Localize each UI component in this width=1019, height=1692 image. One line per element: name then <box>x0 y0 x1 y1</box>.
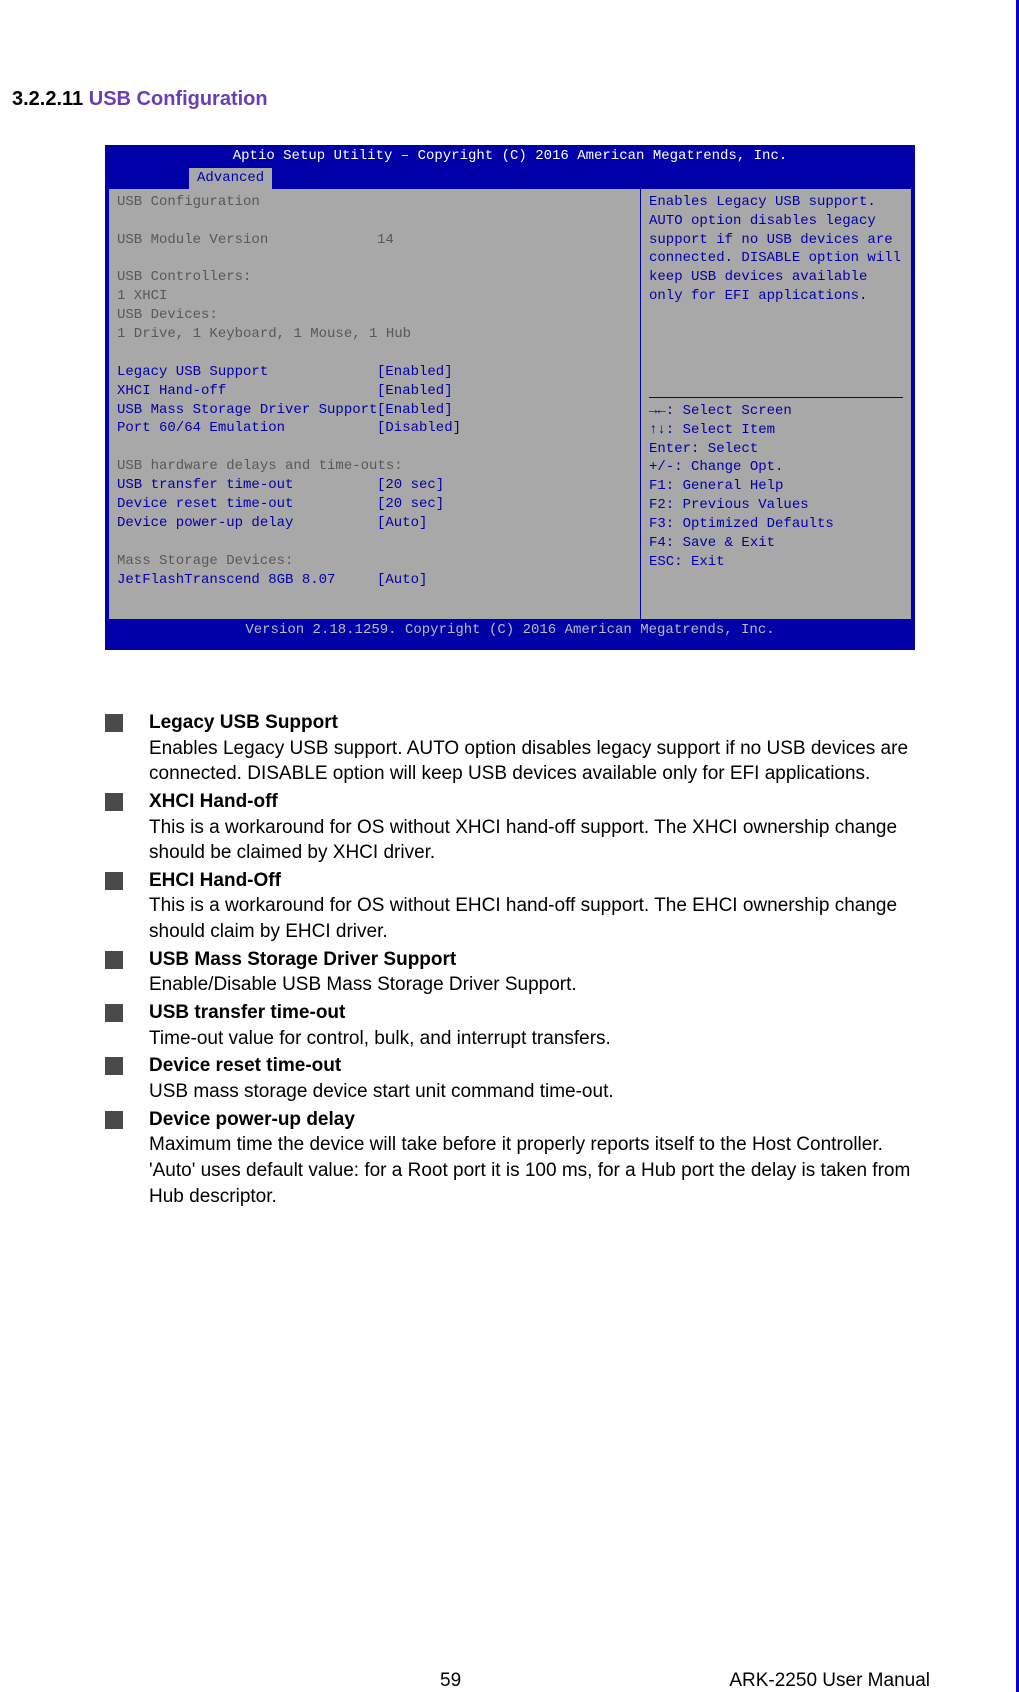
bios-key-hint: Enter: Select <box>649 440 903 459</box>
section-heading: 3.2.2.11 USB Configuration <box>12 88 268 111</box>
bios-label: USB Devices: <box>117 306 632 325</box>
description-text: USB mass storage device start unit comma… <box>149 1079 915 1105</box>
description-text: Enable/Disable USB Mass Storage Driver S… <box>149 972 915 998</box>
description-body: Legacy USB SupportEnables Legacy USB sup… <box>149 710 915 787</box>
bios-key-hint: F3: Optimized Defaults <box>649 515 903 534</box>
bios-value: [Enabled] <box>377 401 453 420</box>
bios-option-row: JetFlashTranscend 8GB 8.07[Auto] <box>117 571 632 590</box>
bios-section-header: USB Configuration <box>117 193 632 212</box>
description-item: XHCI Hand-offThis is a workaround for OS… <box>105 789 915 866</box>
bios-tab-advanced: Advanced <box>189 168 272 189</box>
bios-title-bar: Aptio Setup Utility – Copyright (C) 2016… <box>105 145 915 168</box>
bios-label: XHCI Hand-off <box>117 382 377 401</box>
bios-option-row: Port 60/64 Emulation[Disabled] <box>117 419 632 438</box>
bios-value: [Disabled] <box>377 419 461 438</box>
bios-screenshot: Aptio Setup Utility – Copyright (C) 2016… <box>105 145 915 650</box>
bullet-icon <box>105 793 123 811</box>
description-body: EHCI Hand-OffThis is a workaround for OS… <box>149 868 915 945</box>
bios-label: Mass Storage Devices: <box>117 552 632 571</box>
bios-option-row: USB transfer time-out[20 sec] <box>117 476 632 495</box>
bios-value: 1 XHCI <box>117 287 632 306</box>
bullet-icon <box>105 951 123 969</box>
bios-value: 1 Drive, 1 Keyboard, 1 Mouse, 1 Hub <box>117 325 632 344</box>
bios-tab-row: Advanced <box>105 168 915 189</box>
bios-value: [20 sec] <box>377 476 444 495</box>
description-item: EHCI Hand-OffThis is a workaround for OS… <box>105 868 915 945</box>
bios-option-row: USB Mass Storage Driver Support[Enabled] <box>117 401 632 420</box>
description-text: This is a workaround for OS without XHCI… <box>149 815 915 866</box>
bios-option-row: Device power-up delay[Auto] <box>117 514 632 533</box>
bios-key-hint: →←: Select Screen <box>649 402 903 421</box>
bios-label: Device power-up delay <box>117 514 377 533</box>
bios-module-version-row: USB Module Version 14 <box>117 231 632 250</box>
description-title: USB Mass Storage Driver Support <box>149 947 915 973</box>
bullet-icon <box>105 1057 123 1075</box>
manual-title: ARK-2250 User Manual <box>729 1670 930 1692</box>
bios-key-hint: F4: Save & Exit <box>649 534 903 553</box>
bios-footer-bar: Version 2.18.1259. Copyright (C) 2016 Am… <box>105 619 915 642</box>
bios-label: USB Controllers: <box>117 268 632 287</box>
bios-value: [Auto] <box>377 571 427 590</box>
bios-key-hint: F2: Previous Values <box>649 496 903 515</box>
bios-key-hint: ↑↓: Select Item <box>649 421 903 440</box>
bios-label: USB hardware delays and time-outs: <box>117 457 632 476</box>
bios-body: USB Configuration USB Module Version 14 … <box>109 189 911 619</box>
bios-label: Port 60/64 Emulation <box>117 419 377 438</box>
description-body: USB transfer time-outTime-out value for … <box>149 1000 915 1051</box>
description-title: Device power-up delay <box>149 1107 915 1133</box>
section-number: 3.2.2.11 <box>12 88 83 110</box>
description-title: XHCI Hand-off <box>149 789 915 815</box>
bios-right-pane: Enables Legacy USB support. AUTO option … <box>641 189 911 619</box>
bios-key-hint: ESC: Exit <box>649 553 903 572</box>
bullet-icon <box>105 1111 123 1129</box>
bios-value: 14 <box>377 231 394 250</box>
bios-option-row: Device reset time-out[20 sec] <box>117 495 632 514</box>
bios-help-text: Enables Legacy USB support. AUTO option … <box>649 193 903 393</box>
bios-option-row: XHCI Hand-off[Enabled] <box>117 382 632 401</box>
bullet-icon <box>105 1004 123 1022</box>
bios-value: [Enabled] <box>377 363 453 382</box>
description-body: Device reset time-outUSB mass storage de… <box>149 1053 915 1104</box>
description-item: Device reset time-outUSB mass storage de… <box>105 1053 915 1104</box>
bios-value: [Auto] <box>377 514 427 533</box>
bullet-icon <box>105 714 123 732</box>
bios-label: USB transfer time-out <box>117 476 377 495</box>
bios-left-pane: USB Configuration USB Module Version 14 … <box>109 189 641 619</box>
bullet-icon <box>105 872 123 890</box>
description-text: This is a workaround for OS without EHCI… <box>149 893 915 944</box>
description-title: USB transfer time-out <box>149 1000 915 1026</box>
description-title: EHCI Hand-Off <box>149 868 915 894</box>
description-title: Legacy USB Support <box>149 710 915 736</box>
bios-value: [20 sec] <box>377 495 444 514</box>
bios-label: USB Module Version <box>117 231 377 250</box>
section-title: USB Configuration <box>89 88 268 110</box>
bios-label: USB Mass Storage Driver Support <box>117 401 377 420</box>
description-item: Legacy USB SupportEnables Legacy USB sup… <box>105 710 915 787</box>
description-text: Time-out value for control, bulk, and in… <box>149 1026 915 1052</box>
bios-label: Device reset time-out <box>117 495 377 514</box>
description-title: Device reset time-out <box>149 1053 915 1079</box>
description-item: USB Mass Storage Driver SupportEnable/Di… <box>105 947 915 998</box>
bios-label: Legacy USB Support <box>117 363 377 382</box>
bios-key-hint: +/-: Change Opt. <box>649 458 903 477</box>
description-list: Legacy USB SupportEnables Legacy USB sup… <box>105 710 915 1211</box>
bios-option-row: Legacy USB Support[Enabled] <box>117 363 632 382</box>
bios-value: [Enabled] <box>377 382 453 401</box>
bios-label: JetFlashTranscend 8GB 8.07 <box>117 571 377 590</box>
description-item: Device power-up delayMaximum time the de… <box>105 1107 915 1210</box>
description-body: USB Mass Storage Driver SupportEnable/Di… <box>149 947 915 998</box>
page-number: 59 <box>440 1670 461 1692</box>
description-body: Device power-up delayMaximum time the de… <box>149 1107 915 1210</box>
description-item: USB transfer time-outTime-out value for … <box>105 1000 915 1051</box>
description-text: Enables Legacy USB support. AUTO option … <box>149 736 915 787</box>
description-body: XHCI Hand-offThis is a workaround for OS… <box>149 789 915 866</box>
bios-divider <box>649 397 903 398</box>
description-text: Maximum time the device will take before… <box>149 1132 915 1209</box>
bios-key-hint: F1: General Help <box>649 477 903 496</box>
